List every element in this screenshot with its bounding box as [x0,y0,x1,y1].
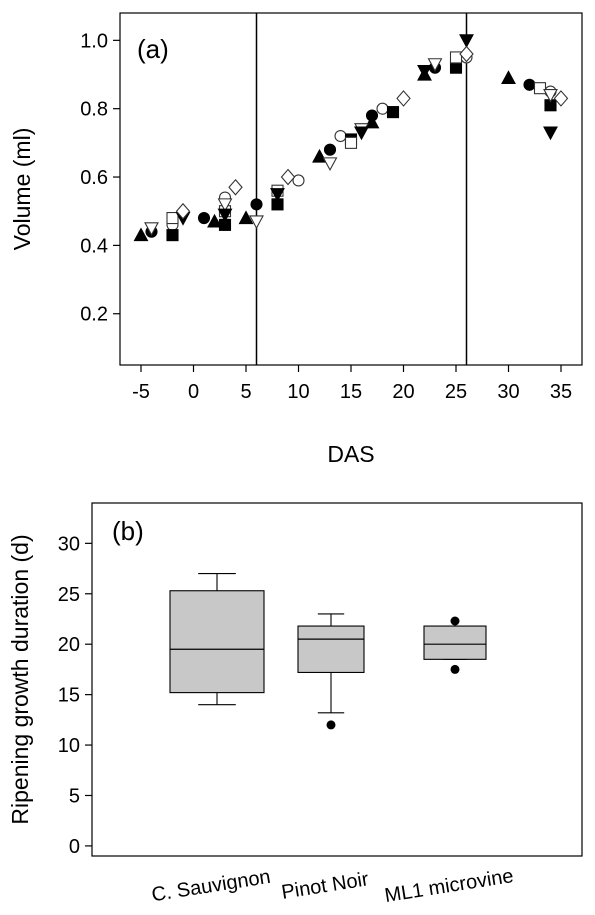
series-open-diamond [175,45,569,220]
y-tick-label: 10 [58,735,80,757]
y-tick-label: 0.8 [80,99,108,121]
data-point [175,202,191,220]
data-point [449,61,463,74]
data-point [533,82,547,95]
series-filled-circle [145,61,536,238]
data-point [144,222,159,236]
y-tick-label: 25 [58,584,80,606]
x-tick-label: -5 [132,381,150,403]
y-tick-label: 30 [58,533,80,555]
data-point [501,70,516,84]
category-label: ML1 microvine [383,865,515,907]
y-tick-label: 0.4 [80,235,108,257]
category-label: C. Sauvignon [150,866,272,907]
plot-frame [91,502,583,857]
box-1 [169,573,265,706]
outlier-point [326,720,336,730]
data-point [449,51,463,64]
y-axis-label: Volume (ml) [9,128,35,251]
data-point [322,157,338,172]
data-point [280,168,296,186]
data-point [166,211,179,225]
data-point [323,143,337,156]
data-point [312,148,327,163]
category-label: Pinot Noir [280,868,371,904]
data-point [166,229,179,242]
x-axis-label: DAS [327,441,374,467]
series-filled-triangle-down [175,34,558,226]
series-filled-triangle-up [133,66,516,242]
data-point [543,126,558,141]
data-point [396,90,411,107]
panel-letter: (b) [112,516,144,546]
data-point [364,114,380,129]
plot-frame [119,12,583,366]
data-point [292,174,305,187]
x-tick-label: 25 [445,381,467,403]
box-iqr [169,590,265,694]
y-axis-label: Ripening growth duration (d) [7,534,33,824]
x-tick-label: 10 [287,381,309,403]
panel-a-scatter-chart: -5 0 5 10 15 20 25 30 35 0.2 0.4 0.6 0.8 1.0 DAS Volume… [9,12,583,467]
data-point [133,227,149,242]
data-point [207,213,222,228]
data-point [427,58,443,72]
y-tick-label: 0 [69,836,80,858]
x-tick-label: 30 [497,381,519,403]
data-point [459,34,474,48]
outlier-point [450,616,460,626]
data-point [417,65,432,79]
y-tick-label: 0.2 [80,304,108,326]
box-3 [423,616,487,674]
data-point [249,215,264,230]
data-point [250,198,263,211]
data-point [543,88,558,103]
data-point [228,178,243,196]
data-point [523,78,536,91]
y-tick-label: 20 [58,634,80,656]
data-point [386,106,400,119]
y-tick-label: 5 [69,785,80,807]
y-tick-label: 0.6 [80,167,108,189]
data-point [459,45,474,63]
box-iqr [423,625,487,660]
box-2 [297,613,365,730]
x-tick-label: 5 [240,381,251,403]
x-tick-label: 20 [392,381,414,403]
x-tick-label: 15 [340,381,362,403]
box-iqr [297,625,365,673]
data-point [238,210,254,225]
data-point [217,208,233,223]
panel-b-box-chart: 0 5 10 15 20 25 30 Ripening growth duration (d)… [7,502,583,907]
data-point [270,188,285,202]
data-point [553,90,569,107]
data-point [354,126,369,141]
x-tick-label: 0 [188,381,199,403]
panel-letter: (a) [137,34,169,64]
data-point [344,136,358,149]
data-point [376,102,389,115]
data-point [197,211,211,225]
outlier-point [450,664,460,674]
y-tick-label: 15 [58,685,80,707]
data-point [217,198,233,213]
y-tick-label: 1.0 [80,30,108,52]
x-tick-label: 35 [550,381,572,403]
data-point [334,129,347,143]
